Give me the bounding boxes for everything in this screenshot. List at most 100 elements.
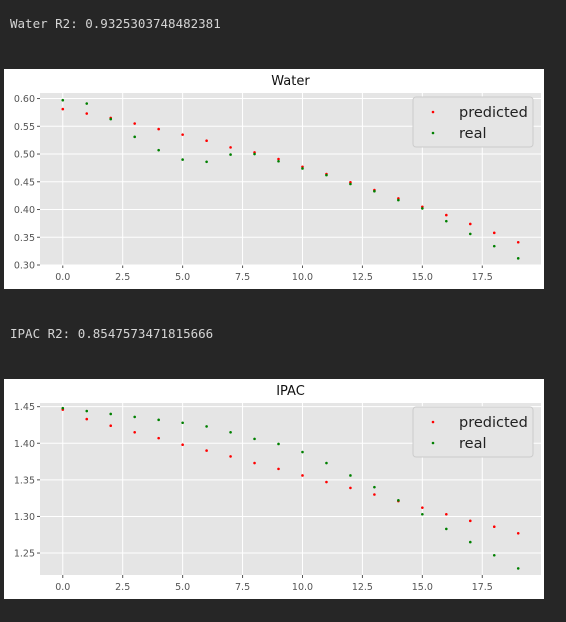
point-real	[157, 418, 160, 422]
point-real	[85, 409, 89, 413]
point-predicted	[492, 231, 496, 235]
point-real	[421, 512, 424, 516]
y-tick-label: 0.40	[14, 205, 35, 216]
legend-label: predicted	[459, 105, 528, 121]
point-predicted	[445, 512, 448, 516]
point-predicted	[229, 455, 232, 458]
point-predicted	[445, 213, 448, 217]
point-real	[492, 553, 496, 557]
point-real	[492, 244, 496, 248]
legend: predicted real	[412, 406, 534, 458]
ipac-chart: IPAC 0.0 2.5 5.0 7.5 10.0 12.5 15.0 17.5 1.25 1.30…	[14, 384, 541, 593]
chart-title: Water	[271, 74, 310, 89]
point-real	[468, 540, 472, 544]
ipac-r2-output: IPAC R2: 0.8547573471815666	[10, 326, 214, 341]
point-predicted	[133, 122, 136, 125]
point-predicted	[277, 467, 280, 471]
y-tick-label: 0.55	[14, 122, 35, 133]
point-real	[421, 207, 424, 210]
point-real	[277, 442, 280, 446]
point-predicted	[133, 430, 136, 434]
point-predicted	[61, 107, 65, 111]
x-tick-label: 0.0	[55, 582, 70, 593]
y-tick-label: 0.60	[14, 94, 35, 105]
point-predicted	[516, 531, 520, 535]
point-real	[373, 485, 376, 489]
x-tick-label: 15.0	[412, 582, 433, 593]
point-real	[516, 567, 520, 570]
x-tick-label: 10.0	[292, 272, 313, 283]
point-predicted	[157, 436, 160, 440]
point-real	[349, 182, 352, 186]
point-predicted	[468, 222, 472, 226]
point-predicted	[181, 443, 184, 447]
point-real	[253, 437, 256, 441]
legend-label: predicted	[459, 415, 528, 431]
point-predicted	[253, 461, 256, 465]
point-real	[301, 450, 304, 454]
y-tick-label: 0.35	[14, 233, 35, 244]
point-predicted	[301, 474, 304, 477]
chart-title: IPAC	[276, 384, 305, 399]
legend-box	[412, 96, 534, 148]
point-predicted	[349, 486, 352, 490]
y-tick-label: 1.40	[14, 439, 35, 450]
point-predicted	[181, 133, 184, 136]
point-real	[397, 198, 400, 202]
legend-marker-predicted	[431, 420, 435, 424]
x-tick-label: 17.5	[472, 582, 493, 593]
x-tick-label: 2.5	[115, 272, 130, 283]
point-real	[397, 499, 400, 502]
point-real	[445, 219, 448, 223]
point-predicted	[421, 506, 424, 509]
point-real	[253, 152, 256, 156]
y-tick-label: 1.25	[14, 549, 35, 560]
point-real	[109, 412, 113, 416]
point-real	[205, 160, 208, 164]
point-real	[229, 153, 232, 156]
point-real	[445, 527, 448, 531]
point-real	[133, 135, 136, 139]
x-tick-label: 12.5	[352, 272, 373, 283]
x-tick-label: 0.0	[55, 272, 70, 283]
point-real	[229, 430, 232, 434]
point-real	[61, 98, 65, 102]
point-real	[109, 117, 113, 121]
x-tick-label: 12.5	[352, 582, 373, 593]
legend-marker-predicted	[431, 110, 435, 114]
point-real	[301, 167, 304, 170]
series-real	[61, 406, 520, 570]
point-predicted	[205, 449, 208, 452]
water-chart: Water 0.0 2.5 5.0 7.5 10.0 12.5 15.0 17.5 0.30 0.3…	[14, 74, 541, 283]
point-real	[181, 158, 184, 161]
point-real	[325, 173, 328, 177]
point-predicted	[492, 525, 496, 528]
x-tick-label: 5.0	[175, 582, 190, 593]
legend: predicted real	[412, 96, 534, 148]
x-tick-label: 2.5	[115, 582, 130, 593]
water-figure: Water 0.0 2.5 5.0 7.5 10.0 12.5 15.0 17.5 0.30 0.3…	[4, 69, 544, 289]
point-predicted	[373, 493, 376, 496]
series-real	[61, 98, 520, 260]
x-tick-label: 5.0	[175, 272, 190, 283]
legend-box	[412, 406, 534, 458]
y-tick-label: 0.45	[14, 177, 35, 188]
point-predicted	[277, 157, 280, 161]
point-real	[61, 406, 65, 410]
point-real	[277, 159, 280, 163]
point-real	[157, 148, 160, 152]
point-predicted	[85, 112, 89, 115]
x-tick-label: 15.0	[412, 272, 433, 283]
point-real	[181, 421, 184, 425]
water-r2-output: Water R2: 0.9325303748482381	[10, 16, 221, 31]
y-tick-label: 1.35	[14, 475, 35, 486]
point-predicted	[157, 127, 160, 131]
point-real	[516, 257, 520, 260]
point-real	[349, 474, 352, 477]
point-real	[373, 189, 376, 193]
y-tick-label: 1.45	[14, 402, 35, 413]
y-tick-label: 0.30	[14, 261, 35, 272]
x-tick-label: 17.5	[472, 272, 493, 283]
x-tick-label: 10.0	[292, 582, 313, 593]
legend-label: real	[459, 126, 486, 142]
